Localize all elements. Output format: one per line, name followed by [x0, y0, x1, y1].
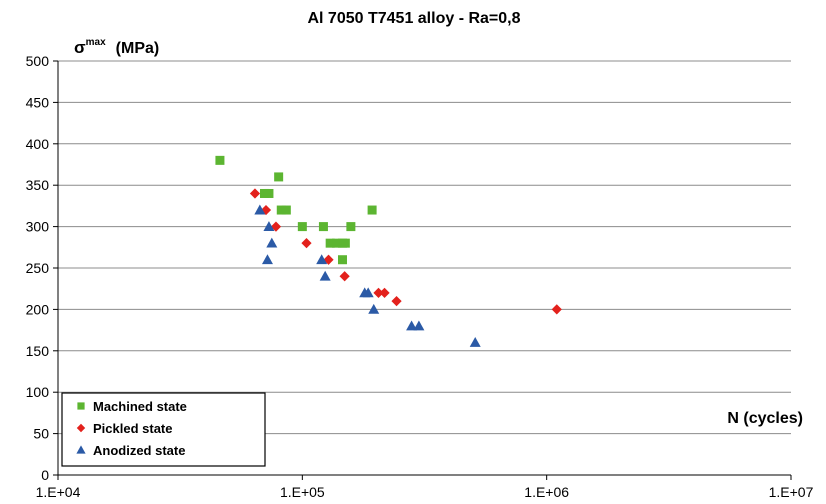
data-point-diamond	[379, 287, 390, 298]
data-point-diamond	[391, 296, 402, 307]
data-point-triangle	[406, 320, 418, 331]
data-point-square	[340, 238, 350, 248]
y-axis-label-symbol: σ	[74, 38, 86, 57]
data-point-triangle	[266, 237, 278, 248]
data-point-square	[264, 188, 274, 198]
data-point-square	[281, 205, 291, 215]
series-diamond	[249, 188, 562, 315]
data-point-square	[337, 255, 347, 265]
y-tick-label: 350	[26, 177, 50, 193]
data-points	[215, 155, 562, 347]
data-point-triangle	[368, 303, 380, 314]
x-tick-label: 1.E+04	[36, 484, 81, 500]
data-point-square	[346, 222, 356, 232]
x-tick-label: 1.E+06	[524, 484, 569, 500]
x-tick-label: 1.E+07	[769, 484, 814, 500]
data-point-square	[318, 222, 328, 232]
y-tick-label: 300	[26, 219, 50, 235]
y-tick-label: 50	[33, 426, 49, 442]
y-tick-label: 200	[26, 301, 50, 317]
legend-marker-diamond	[76, 423, 86, 433]
y-axis-label-superscript: max	[86, 37, 106, 48]
data-point-triangle	[261, 254, 273, 265]
legend-label: Machined state	[93, 399, 187, 414]
y-tick-label: 250	[26, 260, 50, 276]
series-square	[215, 155, 377, 265]
data-point-triangle	[254, 204, 266, 215]
data-point-diamond	[249, 188, 261, 199]
data-point-diamond	[551, 304, 562, 315]
legend-marker-square	[77, 402, 85, 410]
legend: Machined state Pickled state Anodized stat…	[61, 392, 266, 467]
x-tick-label: 1.E+05	[280, 484, 325, 500]
y-tick-label: 500	[26, 53, 50, 69]
data-point-square	[367, 205, 377, 215]
x-axis-label: N (cycles)	[727, 410, 803, 427]
data-point-diamond	[339, 271, 350, 282]
data-point-diamond	[301, 238, 312, 249]
y-tick-labels: 0 50 100 150 200 250 300 350 400 450 500	[26, 53, 58, 483]
data-point-triangle	[469, 337, 481, 347]
data-point-diamond	[270, 221, 282, 232]
x-tick-labels: 1.E+04 1.E+05 1.E+06 1.E+07	[36, 475, 814, 500]
legend-label: Pickled state	[93, 421, 173, 436]
y-tick-label: 150	[26, 343, 50, 359]
y-axis-label-unit: (MPa)	[116, 40, 160, 57]
data-point-triangle	[362, 287, 374, 298]
data-point-square	[276, 205, 286, 215]
data-point-triangle	[319, 270, 331, 281]
data-point-diamond	[373, 287, 384, 298]
legend-marker-triangle	[76, 445, 86, 454]
data-point-square	[274, 172, 284, 182]
data-point-square	[215, 155, 225, 165]
gridlines	[58, 60, 791, 435]
data-point-square	[297, 222, 307, 232]
chart-title: Al 7050 T7451 alloy - Ra=0,8	[307, 10, 520, 27]
series-triangle	[254, 204, 481, 347]
y-tick-label: 450	[26, 94, 50, 110]
data-point-square	[332, 238, 342, 248]
legend-box	[61, 392, 266, 467]
data-point-triangle	[316, 254, 328, 265]
legend-label: Anodized state	[93, 443, 185, 458]
y-tick-label: 0	[41, 467, 49, 483]
data-point-triangle	[413, 320, 425, 331]
y-tick-label: 100	[26, 384, 50, 400]
data-point-triangle	[263, 221, 275, 231]
data-point-diamond	[323, 254, 334, 265]
y-axis-label: σmax (MPa)	[74, 37, 159, 57]
y-tick-label: 400	[26, 136, 50, 152]
data-point-square	[325, 238, 335, 248]
